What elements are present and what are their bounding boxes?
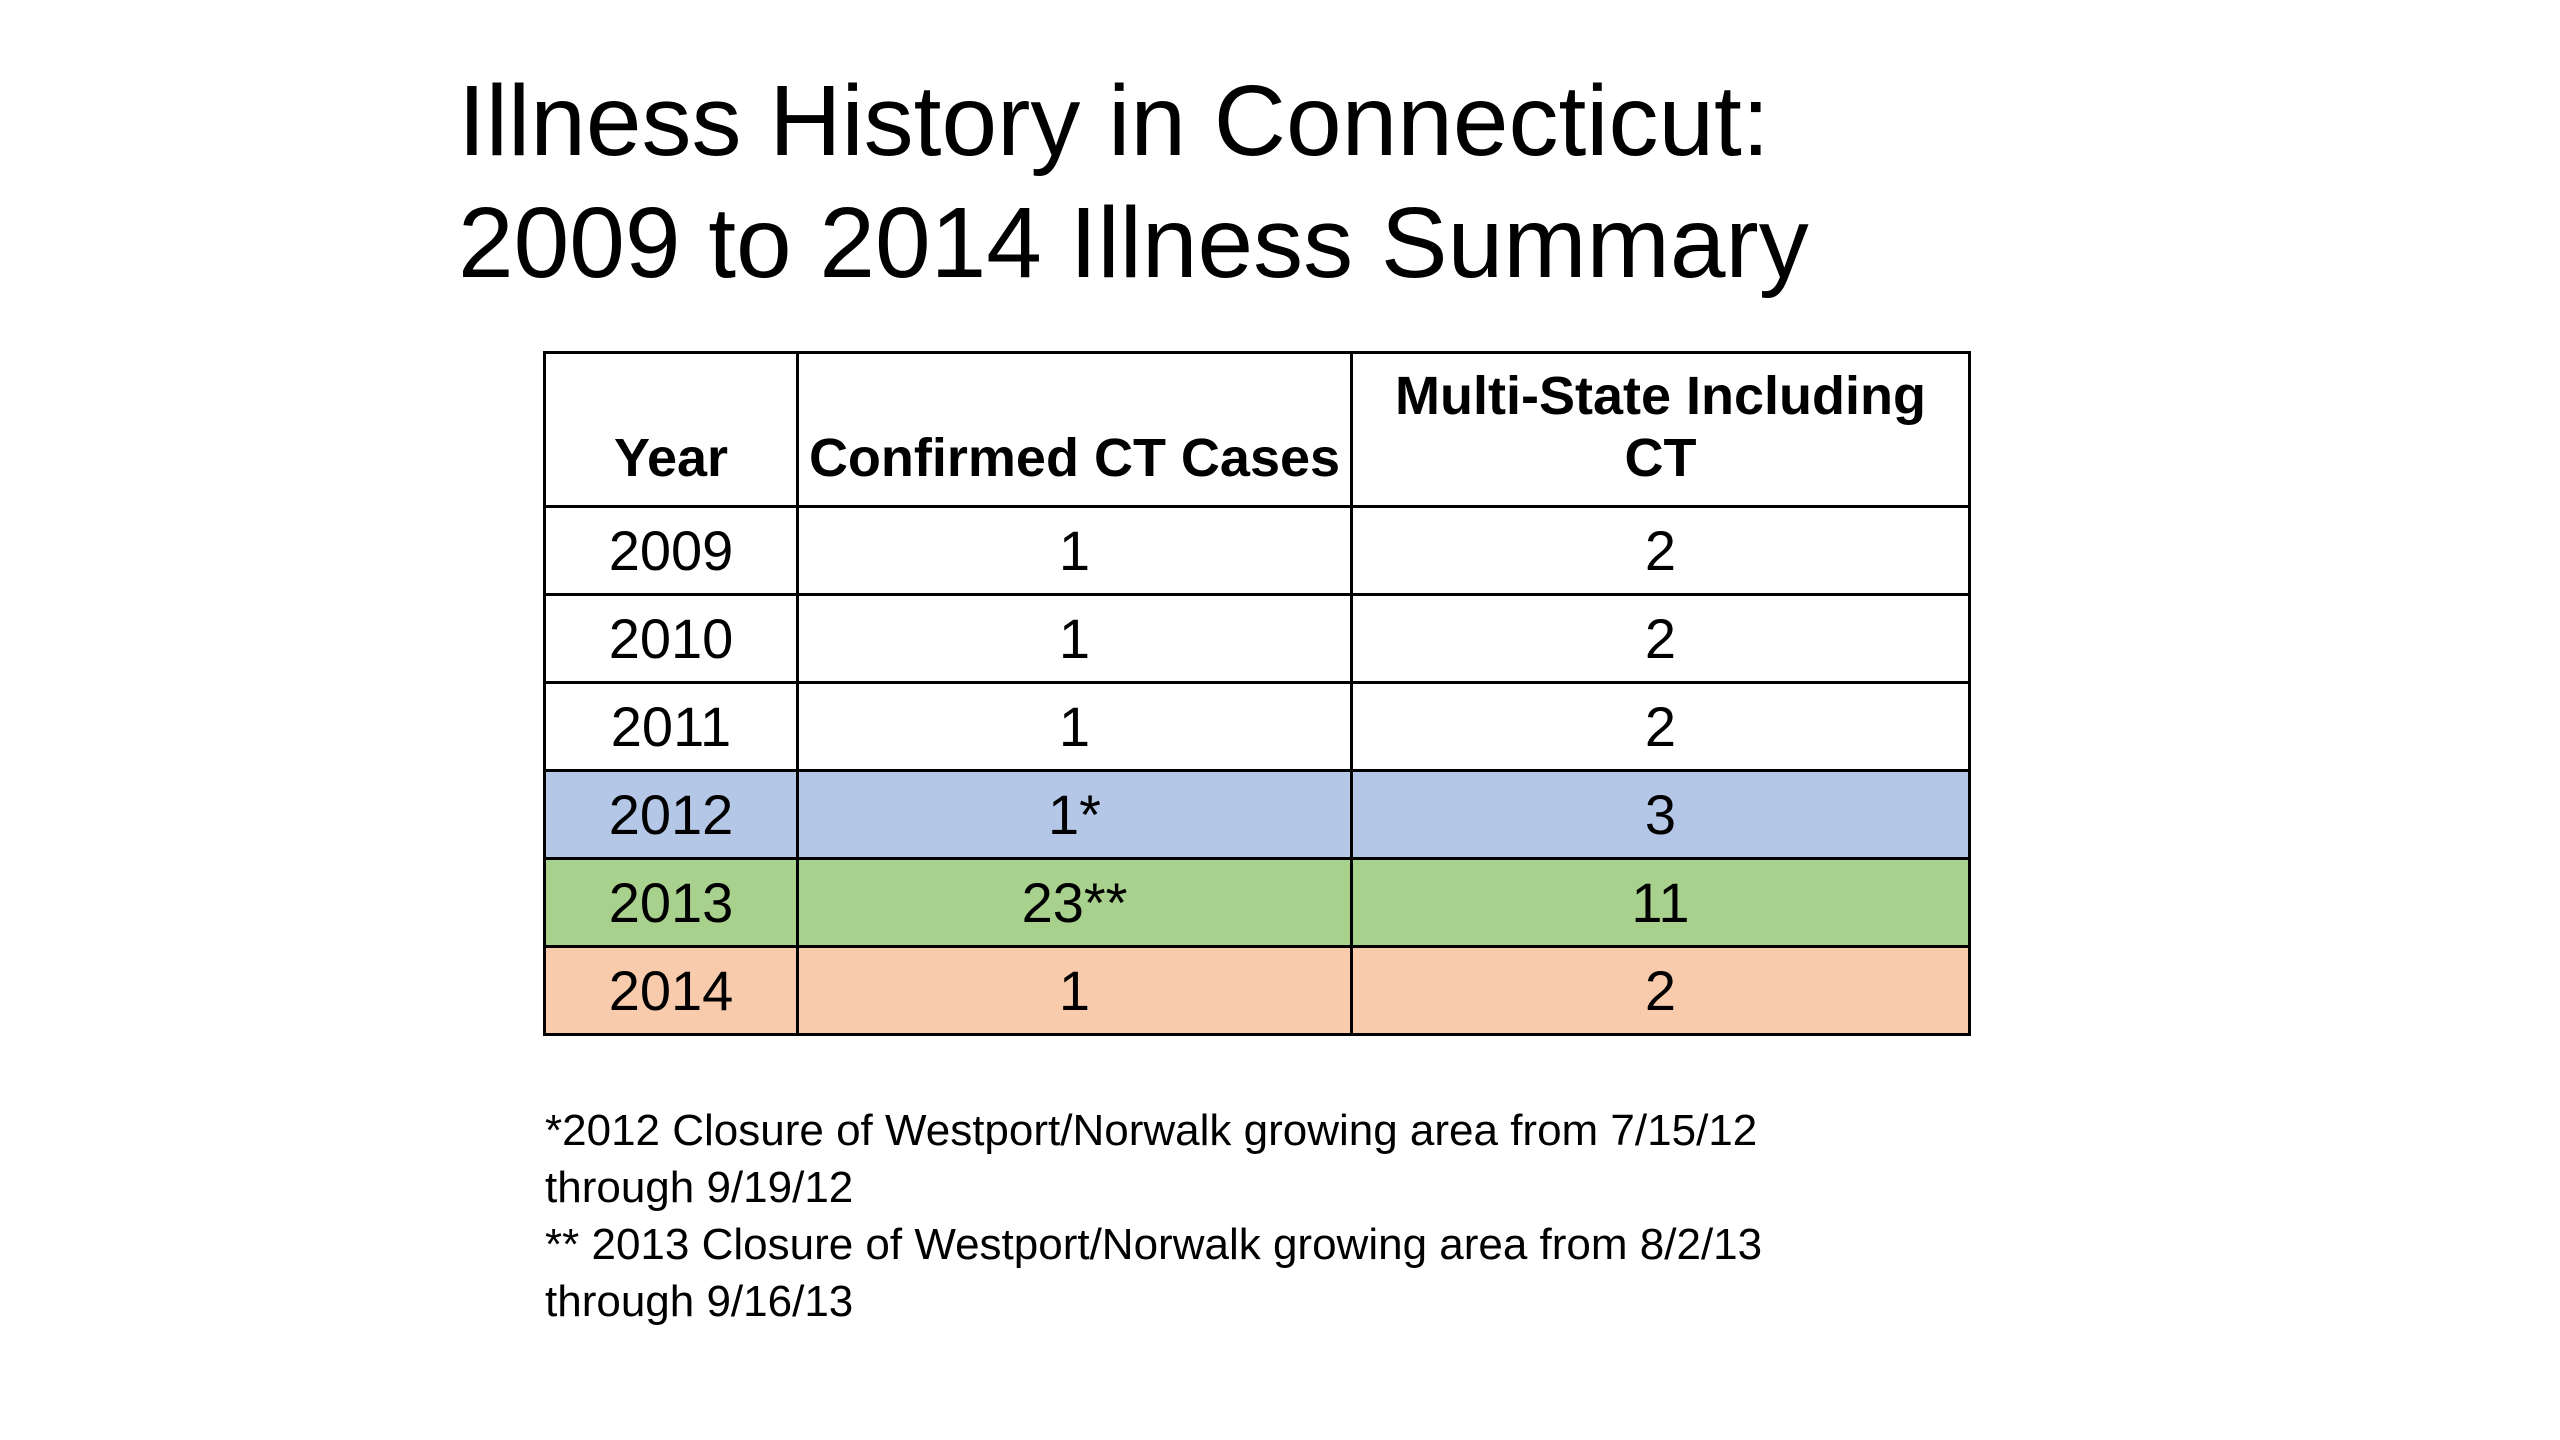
multi-state-cell: 3 [1350, 769, 1971, 860]
table-header-row: Year Confirmed CT Cases Multi-State Incl… [543, 351, 1971, 508]
footnote-2013-line-1: ** 2013 Closure of Westport/Norwalk grow… [545, 1220, 1763, 1269]
footnote-2013-line-2: through 9/16/13 [545, 1277, 854, 1326]
column-header-year: Year [543, 351, 799, 508]
multi-state-header-line-1: Multi-State Including [1395, 366, 1926, 426]
table-row-2010: 2010 1 2 [543, 593, 1971, 684]
page-title: Illness History in Connecticut: 2009 to … [458, 60, 1809, 304]
year-cell: 2011 [543, 681, 799, 772]
page-title-line-1: Illness History in Connecticut: [458, 65, 1770, 177]
year-cell: 2012 [543, 769, 799, 860]
confirmed-cases-cell: 1 [796, 593, 1353, 684]
table-row-2009: 2009 1 2 [543, 505, 1971, 596]
table-row-2013: 2013 23** 11 [543, 857, 1971, 948]
footnote-2012-line-2: through 9/19/12 [545, 1163, 854, 1212]
confirmed-cases-cell: 23** [796, 857, 1353, 948]
table-row-2014: 2014 1 2 [543, 945, 1971, 1036]
footnotes-block: *2012 Closure of Westport/Norwalk growin… [545, 1102, 1762, 1330]
footnote-2012-closure: *2012 Closure of Westport/Norwalk growin… [545, 1102, 1762, 1216]
year-cell: 2010 [543, 593, 799, 684]
table-row-2011: 2011 1 2 [543, 681, 1971, 772]
multi-state-cell: 2 [1350, 681, 1971, 772]
confirmed-cases-cell: 1 [796, 681, 1353, 772]
footnote-2012-line-1: *2012 Closure of Westport/Norwalk growin… [545, 1106, 1758, 1155]
confirmed-cases-cell: 1 [796, 945, 1353, 1036]
footnote-2013-closure: ** 2013 Closure of Westport/Norwalk grow… [545, 1216, 1762, 1330]
multi-state-cell: 2 [1350, 593, 1971, 684]
multi-state-header-line-2: CT [1624, 428, 1697, 488]
illness-summary-table: Year Confirmed CT Cases Multi-State Incl… [543, 351, 1971, 1036]
year-cell: 2013 [543, 857, 799, 948]
column-header-multi-state-including-ct: Multi-State Including CT [1350, 351, 1971, 508]
year-cell: 2014 [543, 945, 799, 1036]
page-title-line-2: 2009 to 2014 Illness Summary [458, 187, 1809, 299]
column-header-confirmed-ct-cases: Confirmed CT Cases [796, 351, 1353, 508]
confirmed-cases-cell: 1* [796, 769, 1353, 860]
table-row-2012: 2012 1* 3 [543, 769, 1971, 860]
multi-state-cell: 2 [1350, 945, 1971, 1036]
multi-state-cell: 11 [1350, 857, 1971, 948]
year-cell: 2009 [543, 505, 799, 596]
confirmed-cases-cell: 1 [796, 505, 1353, 596]
multi-state-cell: 2 [1350, 505, 1971, 596]
